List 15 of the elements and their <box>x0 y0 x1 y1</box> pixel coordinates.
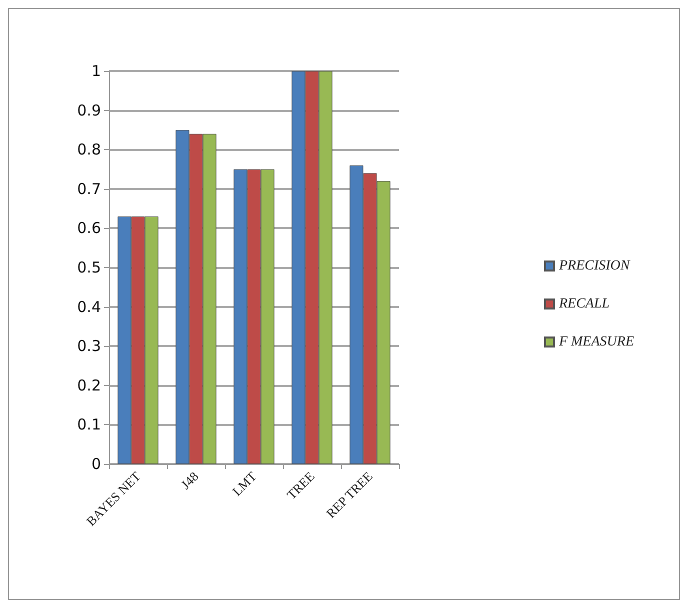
x-tick-label: J48 <box>178 468 202 492</box>
y-tick-label: 0.5 <box>77 258 101 276</box>
y-tick-label: 0.8 <box>77 140 101 159</box>
y-tick-label: 0.7 <box>77 180 101 198</box>
y-tick-label: 0.4 <box>77 298 101 316</box>
y-tick-label: 0.6 <box>77 219 101 238</box>
legend-label: PRECISION <box>558 258 630 274</box>
y-tick-label: 0.3 <box>77 337 101 356</box>
y-tick-label: 0.9 <box>77 101 101 120</box>
y-tick-label: 0.2 <box>77 376 101 394</box>
y-tick-label: 0 <box>91 455 101 473</box>
y-tick-label: 0.1 <box>77 416 101 434</box>
legend-label: F MEASURE <box>558 334 634 350</box>
y-tick-label: 1 <box>91 62 101 80</box>
legend-label: RECALL <box>558 296 610 312</box>
